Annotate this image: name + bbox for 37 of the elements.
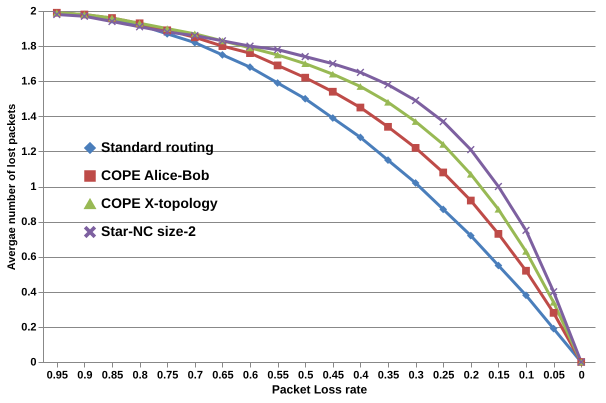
x-tick-label: 0.35 [378,370,400,382]
x-tick-label: 0.85 [102,370,124,382]
x-tick-label: 0.05 [543,370,565,382]
x-tick-label: 0.6 [242,370,258,382]
x-tick-label: 0.55 [267,370,289,382]
y-axis-title: Avergae number of lost packets [6,104,18,270]
y-tick-label: 2 [30,6,36,18]
x-tick-label: 0.2 [464,370,479,382]
y-tick-label: 0 [30,356,36,368]
x-tick-label: 0.1 [518,370,534,382]
x-tick-label: 0.3 [408,370,424,382]
legend-label: Star-NC size-2 [101,223,196,239]
y-tick-label: 0.8 [21,216,36,228]
x-tick-label: 0.4 [353,370,370,382]
legend-label: COPE X-topology [101,195,218,211]
y-tick-label: 0.6 [21,251,36,264]
x-tick-label: 0.8 [132,370,148,382]
x-tick-label: 0.15 [488,370,510,382]
y-tick-label: 1.4 [21,110,38,123]
legend-label: Standard routing [101,139,214,155]
x-tick-label: 0 [578,370,585,382]
x-tick-label: 0.95 [46,370,68,382]
y-tick-label: 0.2 [21,321,36,334]
x-tick-label: 0.7 [188,370,203,382]
x-tick-label: 0.9 [77,370,93,382]
x-tick-label: 0.25 [432,370,454,382]
y-tick-label: 1.2 [21,146,36,158]
legend-label: COPE Alice-Bob [101,167,210,183]
x-tick-label: 0.75 [156,370,178,382]
y-tick-label: 1.8 [21,40,36,53]
y-tick-label: 1 [30,181,36,193]
x-tick-label: 0.65 [212,370,234,382]
x-tick-label: 0.45 [322,370,344,382]
x-tick-label: 0.5 [298,370,314,382]
x-axis-title: Packet Loss rate [272,382,368,396]
y-tick-label: 0.4 [21,286,38,298]
y-tick-label: 1.6 [21,76,36,88]
